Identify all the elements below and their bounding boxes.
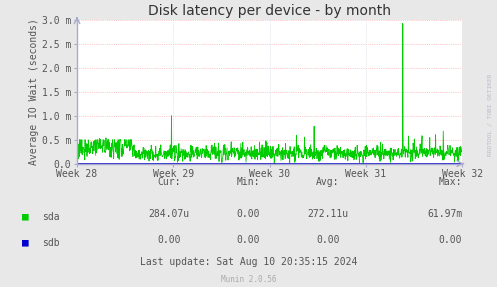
Text: ■: ■	[22, 212, 29, 222]
Text: Last update: Sat Aug 10 20:35:15 2024: Last update: Sat Aug 10 20:35:15 2024	[140, 257, 357, 267]
Text: Munin 2.0.56: Munin 2.0.56	[221, 275, 276, 284]
Text: ■: ■	[22, 238, 29, 247]
Text: 61.97m: 61.97m	[427, 209, 462, 219]
Text: 0.00: 0.00	[237, 234, 260, 245]
Y-axis label: Average IO Wait (seconds): Average IO Wait (seconds)	[29, 18, 39, 165]
Text: 0.00: 0.00	[316, 234, 340, 245]
Title: Disk latency per device - by month: Disk latency per device - by month	[148, 3, 391, 18]
Text: 272.11u: 272.11u	[308, 209, 348, 219]
Text: 284.07u: 284.07u	[149, 209, 189, 219]
Text: 0.00: 0.00	[237, 209, 260, 219]
Text: RRDTOOL / TOBI OETIKER: RRDTOOL / TOBI OETIKER	[487, 73, 492, 156]
Text: sda: sda	[42, 212, 60, 222]
Text: 0.00: 0.00	[157, 234, 181, 245]
Text: Min:: Min:	[237, 177, 260, 187]
Text: 0.00: 0.00	[439, 234, 462, 245]
Text: Cur:: Cur:	[157, 177, 181, 187]
Text: Avg:: Avg:	[316, 177, 340, 187]
Text: sdb: sdb	[42, 238, 60, 247]
Text: Max:: Max:	[439, 177, 462, 187]
